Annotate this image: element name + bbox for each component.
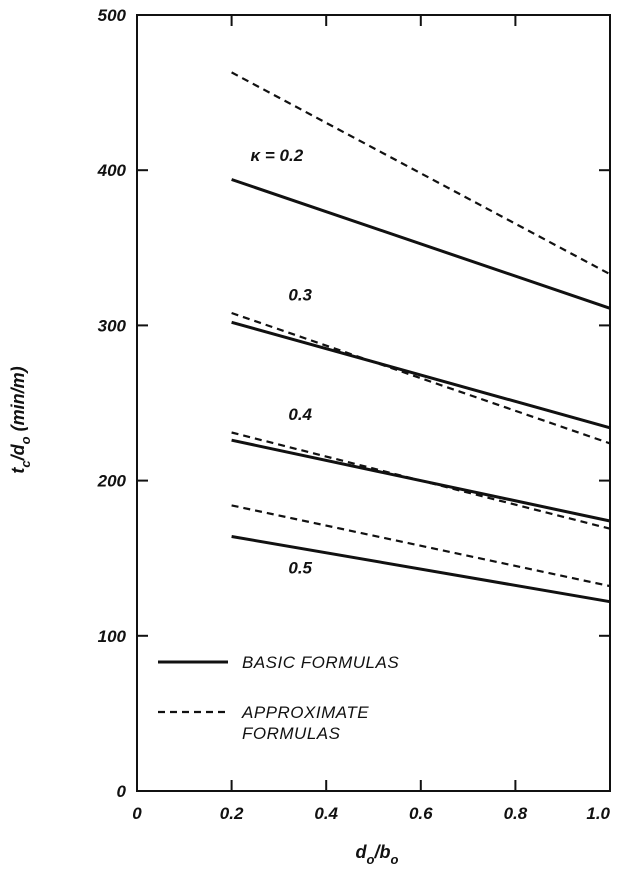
x-tick-label: 0: [132, 804, 142, 823]
x-tick-label: 1.0: [586, 804, 610, 823]
kappa-label: 0.5: [288, 559, 312, 578]
y-tick-label: 100: [98, 627, 127, 646]
legend-label: FORMULAS: [242, 724, 341, 743]
y-label-sub2: o: [18, 436, 33, 444]
y-tick-label: 200: [97, 472, 127, 491]
y-label-sub1: c: [18, 460, 33, 468]
legend-label: BASIC FORMULAS: [242, 653, 399, 672]
series-basic-kappa-0-3: [231, 320, 611, 430]
legend: BASIC FORMULAS APPROXIMATE FORMULAS: [158, 653, 399, 743]
x-label-slash: /b: [374, 842, 391, 862]
ticks: 0 100 200 300 400 500 0 0.2 0.4 0.6 0.8 1.0: [97, 6, 611, 823]
legend-label: APPROXIMATE: [241, 703, 369, 722]
kappa-label: κ = 0.2: [251, 146, 304, 165]
x-tick-label: 0.4: [314, 804, 338, 823]
y-tick-label: 0: [117, 782, 127, 801]
x-label-main: d: [356, 842, 368, 862]
series-approximate-kappa-0-5: [231, 504, 611, 588]
y-label-unit: (min/m): [8, 366, 28, 436]
series-layer: [231, 71, 611, 604]
annotation-layer: κ = 0.2 0.3 0.4 0.5: [251, 146, 313, 578]
y-label-slash: /d: [8, 443, 28, 461]
series-approximate-kappa-0-4: [231, 431, 611, 530]
y-tick-label: 500: [98, 6, 127, 25]
x-label-sub1: o: [367, 852, 375, 867]
series-basic-kappa-0-2: [231, 178, 611, 310]
x-tick-label: 0.8: [504, 804, 528, 823]
y-axis-label: tc/do (min/m): [8, 366, 33, 473]
kappa-label: 0.4: [288, 405, 312, 424]
y-tick-label: 400: [97, 161, 127, 180]
x-tick-label: 0.6: [409, 804, 433, 823]
plot-frame: [136, 14, 611, 792]
series-approximate-kappa-0-3: [231, 311, 611, 445]
kappa-label: 0.3: [288, 286, 312, 305]
series-basic-kappa-0-5: [231, 535, 611, 604]
y-label-main: t: [8, 467, 28, 474]
x-tick-label: 0.2: [220, 804, 244, 823]
x-axis-label: do/bo: [356, 842, 399, 867]
y-tick-label: 300: [98, 316, 127, 335]
x-label-sub2: o: [391, 852, 399, 867]
